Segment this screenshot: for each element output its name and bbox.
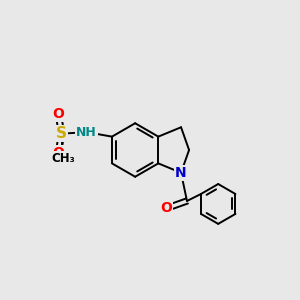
- Text: S: S: [56, 126, 67, 141]
- Text: N: N: [175, 166, 187, 180]
- Text: O: O: [52, 146, 64, 160]
- Text: NH: NH: [76, 126, 97, 139]
- Text: O: O: [160, 201, 172, 215]
- Text: O: O: [52, 107, 64, 121]
- Text: CH₃: CH₃: [51, 152, 75, 165]
